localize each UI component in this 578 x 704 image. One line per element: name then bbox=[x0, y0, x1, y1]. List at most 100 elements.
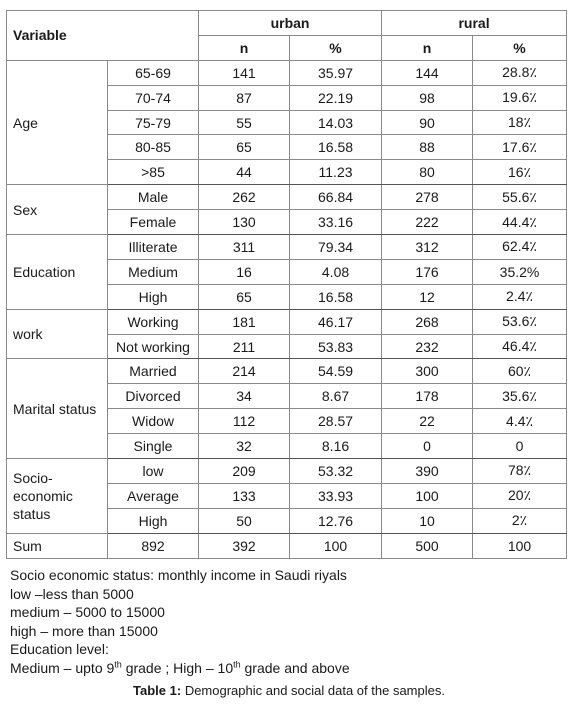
rural-n-cell: 98 bbox=[381, 84, 474, 111]
urban-n-cell: 181 bbox=[198, 308, 291, 335]
urban-n-cell: 262 bbox=[198, 184, 291, 211]
category-cell: Single bbox=[106, 433, 200, 460]
rural-n-cell: 80 bbox=[381, 159, 474, 186]
urban-pct-cell: 16.58 bbox=[289, 283, 383, 310]
table-row: >85 44 11.23 80 16٪ bbox=[7, 159, 568, 186]
caption-text: Demographic and social data of the sampl… bbox=[181, 683, 445, 698]
sum-rural-pct-cell: 100 bbox=[472, 532, 568, 559]
urban-pct-cell: 54.59 bbox=[289, 358, 383, 385]
rural-pct-cell: 4.4٪ bbox=[472, 408, 568, 435]
sum-urban-pct-cell: 100 bbox=[289, 532, 383, 559]
rural-n-cell: 178 bbox=[381, 383, 474, 410]
urban-pct-cell: 53.32 bbox=[289, 458, 383, 484]
urban-n-cell: 141 bbox=[198, 59, 291, 86]
rural-pct-cell: 0 bbox=[472, 433, 568, 460]
table-row: 80-85 65 16.58 88 17.6٪ bbox=[7, 134, 568, 161]
header-row-1: Variable urban rural bbox=[5, 10, 568, 61]
rural-pct-cell: 78٪ bbox=[472, 458, 568, 484]
header-row-2: n % n % bbox=[7, 34, 568, 61]
note-text: Medium – upto 9 bbox=[10, 659, 115, 676]
category-cell: 65-69 bbox=[106, 59, 200, 86]
table-row: Age 65-69 141 35.97 144 28.8٪ bbox=[6, 59, 568, 186]
note-text: grade ; High – 10 bbox=[121, 659, 234, 676]
rural-n-cell: 144 bbox=[381, 59, 474, 86]
urban-n-cell: 133 bbox=[198, 482, 291, 509]
variable-group-label: Education bbox=[6, 234, 108, 310]
rural-pct-cell: 60٪ bbox=[472, 358, 568, 385]
urban-n-cell: 211 bbox=[198, 333, 291, 360]
rural-pct-cell: 2٪ bbox=[472, 507, 568, 534]
urban-pct-cell: 8.67 bbox=[289, 383, 383, 410]
note-line: medium – 5000 to 15000 bbox=[10, 604, 165, 621]
urban-n-cell: 87 bbox=[198, 84, 291, 111]
category-cell: Illiterate bbox=[106, 234, 200, 260]
rural-n-cell: 90 bbox=[381, 109, 474, 136]
rural-n-cell: 0 bbox=[381, 433, 474, 460]
variable-group-label: Marital status bbox=[6, 358, 108, 460]
category-cell: Not working bbox=[106, 333, 200, 360]
rural-pct-cell: 44.4٪ bbox=[472, 209, 568, 236]
table-row: Divorced 34 8.67 178 35.6٪ bbox=[7, 383, 568, 410]
category-cell: >85 bbox=[106, 159, 200, 186]
rural-n-cell: 88 bbox=[381, 134, 474, 161]
variable-group-label: Socio-economic status bbox=[6, 458, 108, 534]
variable-label-line: status bbox=[13, 505, 51, 522]
rural-pct-cell: 35.6٪ bbox=[472, 383, 568, 410]
urban-n-cell: 34 bbox=[198, 383, 291, 410]
sum-row: Sum 892 392 100 500 100 bbox=[6, 532, 568, 559]
rural-pct-cell: 17.6٪ bbox=[472, 134, 568, 161]
rural-pct-cell: 46.4٪ bbox=[472, 333, 568, 360]
note-line: Education level: bbox=[10, 641, 109, 658]
rural-pct-cell: 19.6٪ bbox=[472, 84, 568, 111]
table-row: Sex Male 262 66.84 278 55.6٪ bbox=[6, 184, 568, 236]
table-row: work Working 181 46.17 268 53.6٪ bbox=[6, 308, 568, 360]
category-cell: 75-79 bbox=[106, 109, 200, 136]
note-superscript: th bbox=[233, 659, 241, 670]
table-notes: Socio economic status: monthly income in… bbox=[10, 566, 570, 678]
urban-header: urban bbox=[198, 10, 383, 36]
category-cell: Male bbox=[106, 184, 200, 211]
urban-n-cell: 44 bbox=[198, 159, 291, 186]
table-body: Age 65-69 141 35.97 144 28.8٪ 70-74 87 22.19 98 19… bbox=[6, 59, 568, 559]
rural-n-cell: 100 bbox=[381, 482, 474, 509]
rural-n-cell: 222 bbox=[381, 209, 474, 236]
rural-pct-cell: 16٪ bbox=[472, 159, 568, 186]
variable-group-label: Age bbox=[6, 59, 108, 186]
urban-pct-cell: 8.16 bbox=[289, 433, 383, 460]
urban-n-cell: 65 bbox=[198, 134, 291, 161]
urban-n-cell: 214 bbox=[198, 358, 291, 385]
caption-label: Table 1: bbox=[133, 683, 182, 698]
rural-pct-header: % bbox=[472, 34, 568, 61]
urban-pct-cell: 33.93 bbox=[289, 482, 383, 509]
table-row: Widow 112 28.57 22 4.4٪ bbox=[7, 408, 568, 435]
note-text: grade and above bbox=[240, 659, 350, 676]
urban-pct-cell: 4.08 bbox=[289, 258, 383, 285]
urban-n-cell: 311 bbox=[198, 234, 291, 260]
table-row: Not working 211 53.83 232 46.4٪ bbox=[7, 333, 568, 360]
rural-n-cell: 300 bbox=[381, 358, 474, 385]
rural-pct-cell: 35.2% bbox=[472, 258, 568, 285]
urban-n-cell: 16 bbox=[198, 258, 291, 285]
note-line: low –less than 5000 bbox=[10, 585, 134, 602]
table-row: Socio-economic status low 209 53.32 390 78٪ bbox=[6, 458, 568, 534]
rural-n-cell: 390 bbox=[381, 458, 474, 484]
variable-header: Variable bbox=[5, 10, 200, 61]
category-cell: 80-85 bbox=[106, 134, 200, 161]
category-cell: Female bbox=[106, 209, 200, 236]
rural-n-cell: 22 bbox=[381, 408, 474, 435]
rural-n-cell: 312 bbox=[381, 234, 474, 260]
urban-n-cell: 65 bbox=[198, 283, 291, 310]
category-cell: 70-74 bbox=[106, 84, 200, 111]
rural-n-cell: 12 bbox=[381, 283, 474, 310]
category-cell: Married bbox=[106, 358, 200, 385]
urban-pct-cell: 79.34 bbox=[289, 234, 383, 260]
rural-n-header: n bbox=[381, 34, 474, 61]
note-superscript: th bbox=[114, 659, 122, 670]
rural-pct-cell: 18٪ bbox=[472, 109, 568, 136]
note-line: Socio economic status: monthly income in… bbox=[10, 567, 347, 583]
rural-n-cell: 10 bbox=[381, 507, 474, 534]
table-row: Marital status Married 214 54.59 300 60٪ bbox=[6, 358, 568, 460]
urban-n-cell: 50 bbox=[198, 507, 291, 534]
rural-pct-cell: 53.6٪ bbox=[472, 308, 568, 335]
